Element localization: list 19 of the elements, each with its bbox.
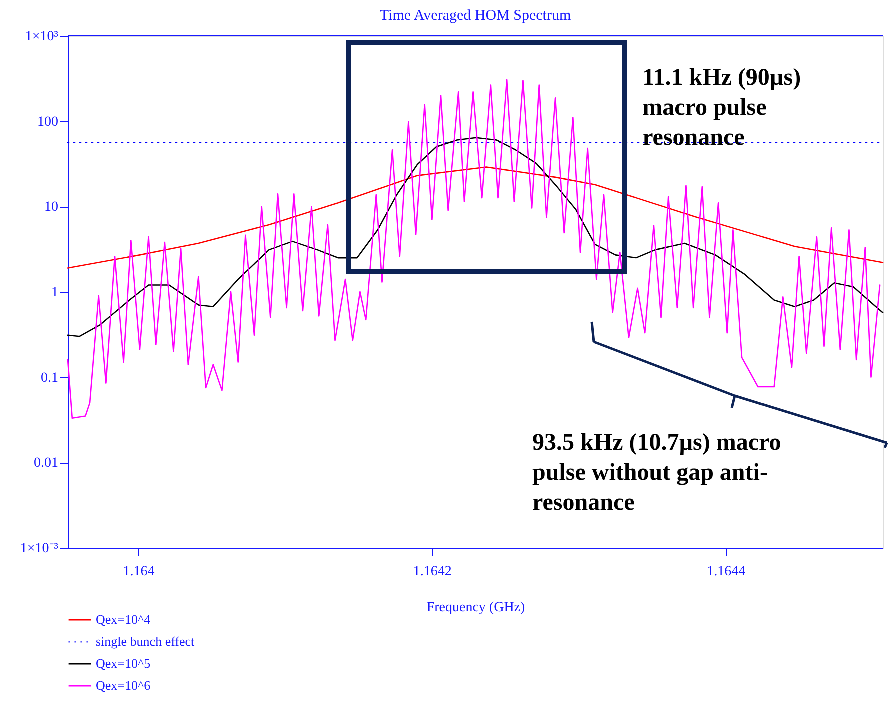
- y-tick-label: 1×10³: [25, 30, 58, 44]
- y-tick-label: 0.1: [41, 370, 58, 386]
- y-tick-label: 10: [44, 200, 58, 216]
- x-tick-label: 1.1644: [707, 564, 746, 580]
- x-axis-title: Frequency (GHz): [426, 600, 526, 616]
- legend-label: Qex=10^4: [96, 612, 152, 627]
- legend-label: Qex=10^5: [96, 656, 151, 671]
- y-tick-label: 1×10⁻³: [20, 542, 58, 556]
- x-tick-label: 1.164: [123, 564, 155, 580]
- chart-title: Time Averaged HOM Spectrum: [380, 8, 572, 24]
- annotation: 93.5 kHz (10.7µs) macro pulse without gap anti-resonance: [532, 430, 782, 516]
- y-tick-label: 100: [38, 114, 58, 130]
- y-tick-label: 0.01: [34, 456, 58, 472]
- x-tick-label: 1.1642: [413, 564, 452, 580]
- legend-label: Qex=10^6: [96, 678, 152, 693]
- legend-label: single bunch effect: [96, 634, 196, 649]
- line-series: [67, 166, 884, 269]
- annotation: 11.1 kHz (90µs) macro pulse resonance: [642, 65, 802, 151]
- y-tick-label: 1: [52, 286, 58, 300]
